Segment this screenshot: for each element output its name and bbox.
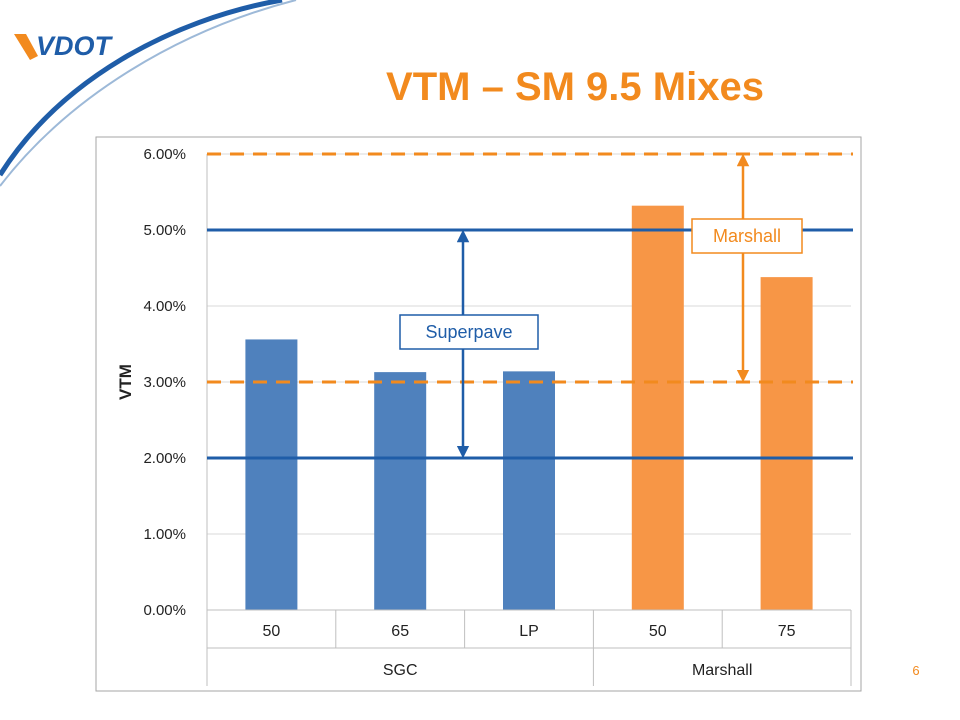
bar [760,277,813,610]
category-axis: 50 65 LP 50 75 SGC Marshall [206,609,852,686]
y-axis-ticks: 0.00% 1.00% 2.00% 3.00% 4.00% 5.00% 6.00% [143,146,186,619]
header-swoosh [0,0,297,187]
vdot-logo: VDOT [14,31,114,61]
callout-label: Marshall [713,226,781,246]
logo-text: VDOT [36,31,114,61]
page-title: VTM – SM 9.5 Mixes [386,65,764,109]
y-tick-label: 5.00% [143,222,186,239]
bar [631,205,684,610]
bars [245,205,813,610]
group-label: Marshall [692,662,752,679]
x-tick-label: 50 [263,623,281,640]
y-tick-label: 1.00% [143,526,186,543]
bar [374,372,427,610]
x-tick-label: 65 [391,623,409,640]
y-tick-label: 4.00% [143,298,186,315]
callout-box [399,314,539,350]
y-axis-label: VTM [116,364,135,400]
y-tick-label: 3.00% [143,374,186,391]
bar [245,339,298,610]
y-tick-label: 2.00% [143,450,186,467]
group-label: SGC [383,662,418,679]
y-tick-label: 0.00% [143,602,186,619]
bar [503,371,555,610]
x-tick-label: LP [519,623,539,640]
annotations: Superpave Marshall [399,153,803,459]
callout-box [691,218,803,254]
callout-label: Superpave [425,322,512,342]
y-tick-label: 6.00% [143,146,186,163]
x-tick-label: 50 [649,623,667,640]
page-number: 6 [912,663,919,678]
logo-swoosh-icon [14,34,38,60]
x-tick-label: 75 [778,623,796,640]
